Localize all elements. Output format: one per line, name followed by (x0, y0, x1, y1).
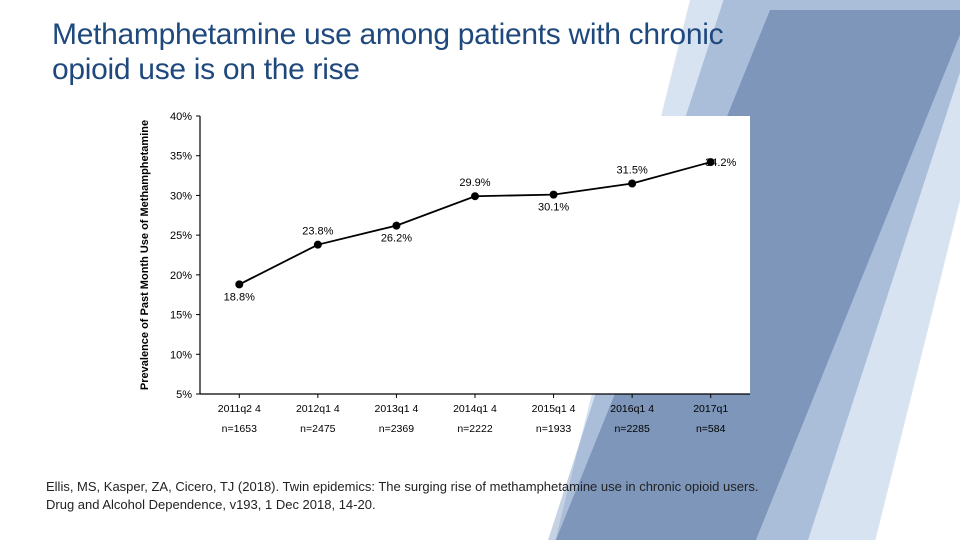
citation-text: Ellis, MS, Kasper, ZA, Cicero, TJ (2018)… (46, 478, 766, 513)
svg-text:15%: 15% (170, 310, 192, 322)
svg-text:34.2%: 34.2% (705, 157, 736, 169)
svg-text:n=1933: n=1933 (536, 423, 571, 435)
svg-text:31.5%: 31.5% (617, 165, 648, 177)
svg-text:2014q1 4: 2014q1 4 (453, 403, 497, 415)
svg-text:26.2%: 26.2% (381, 233, 412, 245)
svg-text:2011q2 4: 2011q2 4 (218, 403, 261, 415)
svg-text:40%: 40% (170, 111, 192, 123)
svg-text:2013q1 4: 2013q1 4 (375, 403, 419, 415)
svg-text:23.8%: 23.8% (302, 226, 333, 238)
decorative-right-panels (740, 0, 960, 540)
svg-text:2012q1 4: 2012q1 4 (296, 403, 340, 415)
svg-text:2015q1 4: 2015q1 4 (532, 403, 576, 415)
svg-text:n=2369: n=2369 (379, 423, 414, 435)
slide-title: Methamphetamine use among patients with … (52, 18, 772, 87)
svg-text:35%: 35% (170, 151, 192, 163)
svg-text:10%: 10% (170, 349, 192, 361)
svg-text:n=584: n=584 (696, 423, 726, 435)
svg-text:29.9%: 29.9% (459, 177, 490, 189)
svg-text:2016q1 4: 2016q1 4 (610, 403, 654, 415)
svg-text:n=2475: n=2475 (300, 423, 335, 435)
svg-text:18.8%: 18.8% (224, 291, 255, 303)
svg-text:30%: 30% (170, 190, 192, 202)
svg-text:Prevalence of Past Month Use o: Prevalence of Past Month Use of Methamph… (139, 120, 151, 390)
svg-text:n=2222: n=2222 (457, 423, 492, 435)
svg-text:25%: 25% (170, 230, 192, 242)
svg-text:5%: 5% (176, 389, 192, 401)
meth-prevalence-chart: 5% 10% 15% 20% 25% 30% 35% 40% 2011q2 4 n=1653 201… (130, 110, 770, 454)
svg-text:n=1653: n=1653 (222, 423, 257, 435)
slide: Methamphetamine use among patients with … (0, 0, 960, 540)
svg-text:30.1%: 30.1% (538, 202, 569, 214)
svg-text:20%: 20% (170, 270, 192, 282)
svg-text:n=2285: n=2285 (614, 423, 649, 435)
svg-text:2017q1: 2017q1 (693, 403, 728, 415)
